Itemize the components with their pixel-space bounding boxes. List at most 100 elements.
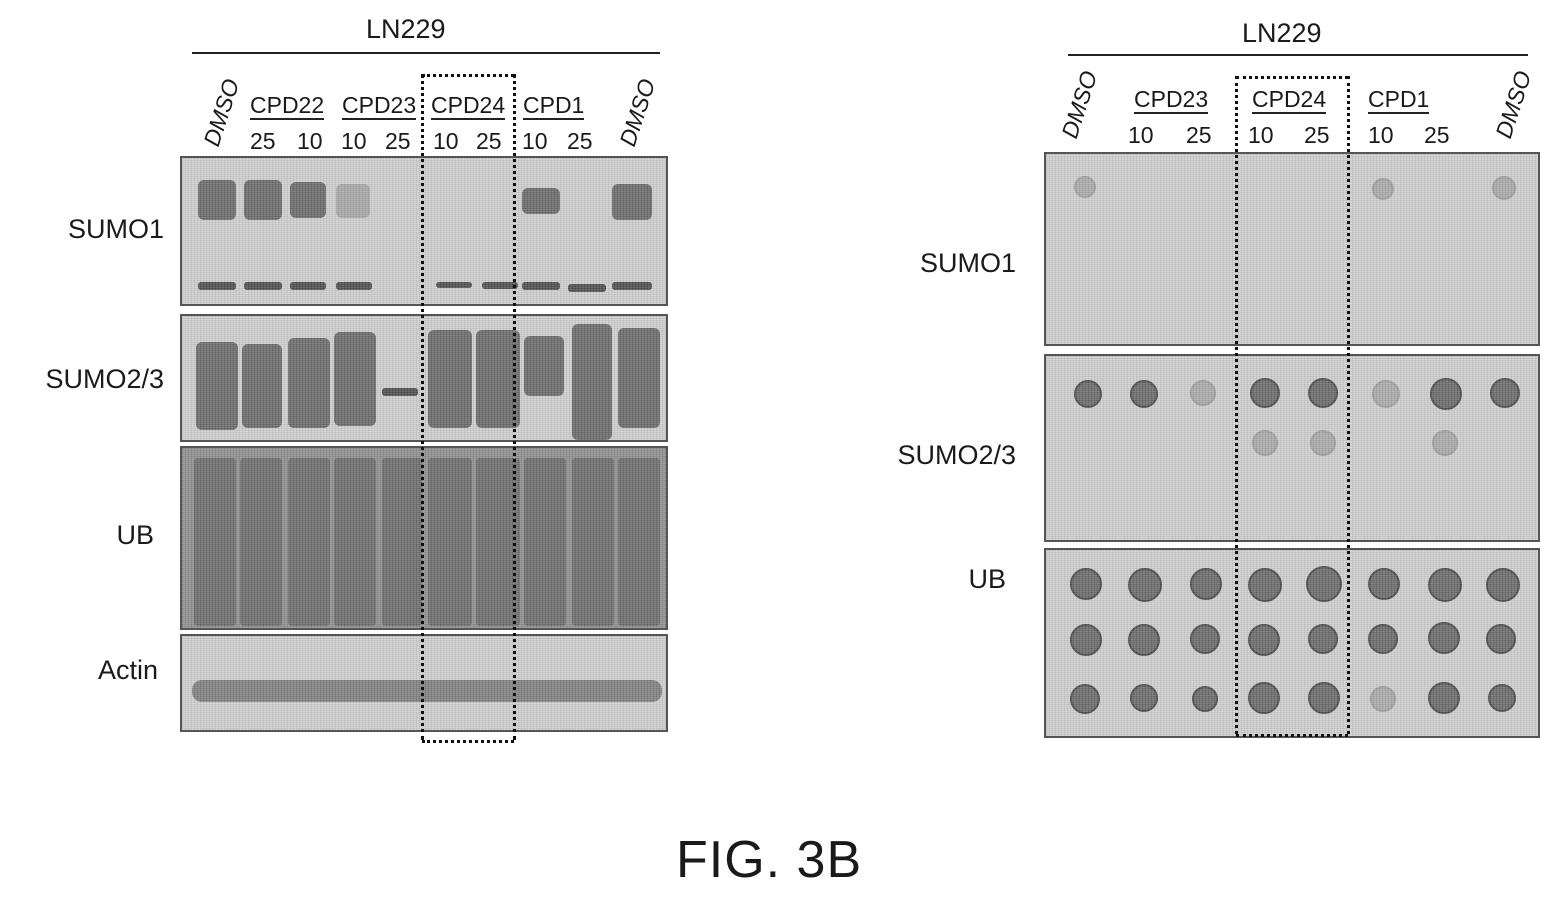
right-lane-dmso-1: DMSO bbox=[1058, 68, 1101, 141]
left-dose: 10 bbox=[341, 130, 367, 153]
left-dose: 10 bbox=[433, 130, 459, 153]
left-lane-cpd24: CPD24 bbox=[431, 94, 505, 120]
band bbox=[244, 180, 282, 220]
smear bbox=[572, 458, 614, 626]
right-lane-cpd24: CPD24 bbox=[1252, 88, 1326, 114]
band bbox=[572, 324, 612, 440]
band bbox=[612, 184, 652, 220]
band bbox=[288, 338, 330, 428]
dot bbox=[1074, 380, 1102, 408]
band bbox=[618, 328, 660, 428]
right-lane-cpd23: CPD23 bbox=[1134, 88, 1208, 114]
right-row-sumo1: SUMO1 bbox=[880, 248, 1016, 279]
left-dose: 25 bbox=[476, 130, 502, 153]
dot bbox=[1248, 682, 1280, 714]
right-cpd24-box-right bbox=[1347, 76, 1350, 734]
dot bbox=[1370, 686, 1396, 712]
dot bbox=[1432, 430, 1458, 456]
dot bbox=[1428, 682, 1460, 714]
left-lane-cpd23: CPD23 bbox=[342, 94, 416, 120]
dot bbox=[1310, 430, 1336, 456]
right-row-ub: UB bbox=[930, 564, 1006, 595]
dot bbox=[1252, 430, 1278, 456]
dot bbox=[1308, 378, 1338, 408]
left-dose: 25 bbox=[250, 130, 276, 153]
right-dose: 25 bbox=[1304, 124, 1330, 147]
dot bbox=[1368, 624, 1398, 654]
right-title-rule bbox=[1068, 54, 1528, 56]
right-dose: 10 bbox=[1128, 124, 1154, 147]
right-cpd24-box-bottom bbox=[1236, 734, 1348, 737]
dot bbox=[1492, 176, 1516, 200]
left-dose: 25 bbox=[567, 130, 593, 153]
dot bbox=[1130, 380, 1158, 408]
band bbox=[612, 282, 652, 290]
dot bbox=[1190, 568, 1222, 600]
left-cpd24-box-left bbox=[421, 74, 424, 740]
dot bbox=[1372, 178, 1394, 200]
left-lane-dmso-1: DMSO bbox=[200, 76, 243, 149]
dot bbox=[1190, 624, 1220, 654]
left-cpd24-box-bottom bbox=[422, 740, 514, 743]
left-actin-blot bbox=[180, 634, 668, 732]
dot bbox=[1070, 568, 1102, 600]
dot bbox=[1306, 566, 1342, 602]
left-cpd24-box-top bbox=[422, 74, 514, 77]
left-row-ub: UB bbox=[60, 520, 154, 551]
left-dose: 10 bbox=[297, 130, 323, 153]
right-dose: 10 bbox=[1368, 124, 1394, 147]
dot bbox=[1308, 624, 1338, 654]
band bbox=[198, 180, 236, 220]
dot bbox=[1428, 568, 1462, 602]
right-dose: 25 bbox=[1424, 124, 1450, 147]
smear bbox=[618, 458, 660, 626]
band bbox=[436, 282, 472, 288]
band bbox=[382, 388, 418, 396]
band bbox=[522, 188, 560, 214]
band bbox=[242, 344, 282, 428]
left-lane-cpd22: CPD22 bbox=[250, 94, 324, 120]
left-cpd24-box-right bbox=[513, 74, 516, 740]
left-sumo2-3-blot bbox=[180, 314, 668, 442]
smear bbox=[334, 458, 376, 626]
right-cpd24-box-left bbox=[1235, 76, 1238, 734]
dot bbox=[1250, 378, 1280, 408]
left-row-sumo2-3: SUMO2/3 bbox=[0, 364, 164, 395]
right-sumo1-blot bbox=[1044, 152, 1540, 346]
band bbox=[198, 282, 236, 290]
band bbox=[290, 282, 326, 290]
smear bbox=[288, 458, 330, 626]
smear bbox=[194, 458, 236, 626]
left-row-sumo1: SUMO1 bbox=[20, 214, 164, 245]
right-dose: 10 bbox=[1248, 124, 1274, 147]
dot bbox=[1190, 380, 1216, 406]
band bbox=[336, 282, 372, 290]
band bbox=[192, 680, 662, 702]
band bbox=[522, 282, 560, 290]
dot bbox=[1128, 568, 1162, 602]
right-lane-cpd1: CPD1 bbox=[1368, 88, 1429, 114]
smear bbox=[428, 458, 472, 626]
band bbox=[244, 282, 282, 290]
band bbox=[524, 336, 564, 396]
dot bbox=[1428, 622, 1460, 654]
dot bbox=[1486, 624, 1516, 654]
dot bbox=[1248, 624, 1280, 656]
left-ub-blot bbox=[180, 446, 668, 630]
dot bbox=[1308, 682, 1340, 714]
dot bbox=[1488, 684, 1516, 712]
band bbox=[336, 184, 370, 218]
dot bbox=[1192, 686, 1218, 712]
dot bbox=[1430, 378, 1462, 410]
left-dose: 10 bbox=[522, 130, 548, 153]
left-sumo1-blot bbox=[180, 156, 668, 306]
left-row-actin: Actin bbox=[40, 655, 158, 686]
right-row-sumo2-3: SUMO2/3 bbox=[860, 440, 1016, 471]
right-lane-dmso-2: DMSO bbox=[1492, 68, 1535, 141]
dot bbox=[1486, 568, 1520, 602]
band bbox=[568, 284, 606, 292]
smear bbox=[524, 458, 566, 626]
figure-label: FIG. 3B bbox=[676, 830, 862, 890]
band bbox=[334, 332, 376, 426]
dot bbox=[1248, 568, 1282, 602]
